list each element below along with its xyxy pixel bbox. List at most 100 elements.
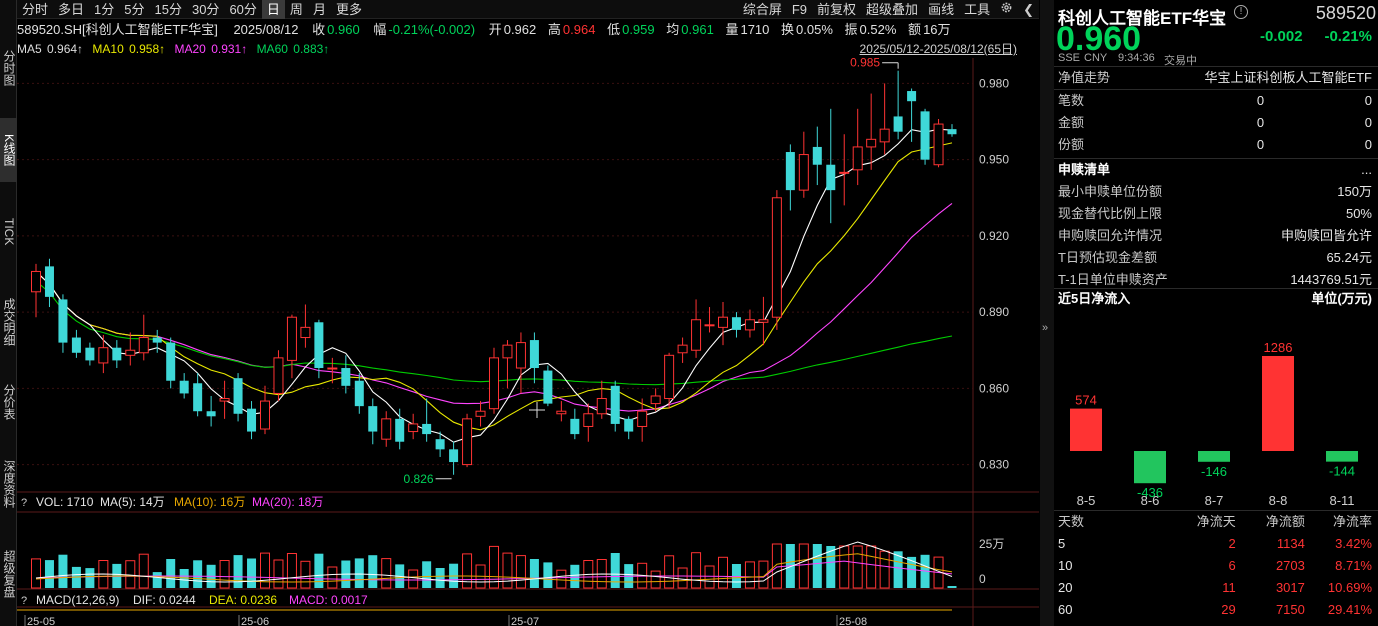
candle-body <box>704 324 715 327</box>
view-tab-5[interactable]: 深度资料 <box>2 460 16 508</box>
candle-body <box>449 449 459 463</box>
period-button-5[interactable]: 30分 <box>191 1 220 17</box>
volume-bar <box>300 560 311 589</box>
stat-value-2: 0 <box>1364 137 1372 152</box>
period-button-9[interactable]: 月 <box>312 1 326 17</box>
change-value: -0.21%(-0.002) <box>388 22 476 37</box>
view-tab-0[interactable]: 分时图 <box>2 50 16 86</box>
candle-body <box>570 418 580 435</box>
low-marker-label: 0.826 <box>404 472 434 486</box>
volume-bar <box>744 561 755 589</box>
inflow-date-label: 8-6 <box>1141 493 1160 508</box>
ma20-label: MA20 <box>174 42 206 56</box>
composite-screen-button[interactable]: 综合屏 <box>742 2 782 17</box>
inflow-value-label: 574 <box>1075 393 1097 408</box>
period-button-2[interactable]: 1分 <box>94 1 115 17</box>
period-button-10[interactable]: 更多 <box>335 1 362 17</box>
more-button[interactable]: ... <box>1361 162 1372 177</box>
period-button-0[interactable]: 分时 <box>22 1 49 17</box>
view-tab-4[interactable]: 分价表 <box>2 384 16 420</box>
candle-body <box>583 413 594 427</box>
inflow-value-label: 1286 <box>1264 340 1293 355</box>
ma5-line <box>35 128 953 443</box>
volume-bar <box>368 555 378 588</box>
high-marker-label: 0.985 <box>850 58 880 70</box>
subscription-value: 申购赎回皆允许 <box>1280 228 1372 243</box>
stat-value-1: 0 <box>1256 115 1265 130</box>
volume-legend-label: MA(20): 18万 <box>252 495 323 509</box>
info-icon[interactable]: ! <box>1234 5 1248 19</box>
inflow-value-label: -144 <box>1329 464 1355 479</box>
tools-button[interactable]: 工具 <box>964 2 991 17</box>
gear-icon[interactable] <box>995 0 1018 19</box>
period-toolbar: 分时 多日 1分 5分 15分 30分 60分日周月更多 综合屏 F9 前复权 超级叠加 画… <box>17 0 1039 19</box>
candle-body <box>368 406 378 432</box>
period-button-6[interactable]: 60分 <box>229 1 257 17</box>
volume-bar <box>179 569 189 588</box>
macd-dea-label: DEA: 0.0236 <box>209 593 277 607</box>
ma20-value: 0.931↑ <box>211 42 248 56</box>
flow-table-row: 60 29 7150 29.41% <box>1054 599 1378 621</box>
volume-bar <box>138 553 149 589</box>
volume-bar <box>812 544 822 588</box>
candle-body <box>637 410 648 427</box>
period-button-7[interactable]: 日 <box>261 0 285 19</box>
stat-label: 笔数 <box>1058 93 1085 108</box>
inflow-date-label: 8-7 <box>1205 493 1224 508</box>
subscription-label: T日预估现金差额 <box>1058 250 1157 265</box>
inflow-date-label: 8-8 <box>1269 493 1288 508</box>
candle-body <box>529 340 539 369</box>
currency-label: CNY <box>1084 52 1108 64</box>
volume-bar <box>556 569 567 589</box>
volume-bar <box>354 558 364 588</box>
inflow-date-label: 8-5 <box>1077 493 1096 508</box>
view-tab-6[interactable]: 超级复盘 <box>2 550 16 598</box>
high-value: 0.964 <box>562 22 596 37</box>
candle-body <box>664 354 675 400</box>
f9-button[interactable]: F9 <box>791 2 808 17</box>
candle-body <box>166 342 176 381</box>
date-range-label[interactable]: 2025/05/12-2025/08/12(65日) <box>859 42 1017 56</box>
nav-trend-link[interactable]: 净值走势 <box>1058 70 1111 85</box>
period-button-1[interactable]: 多日 <box>58 1 85 17</box>
stat-value-1: 0 <box>1256 93 1265 108</box>
vol-value: 1710 <box>740 22 770 37</box>
super-overlay-button[interactable]: 超级叠加 <box>866 2 919 17</box>
candle-body <box>866 138 877 148</box>
stat-row: 金额 0 0 <box>1054 112 1378 134</box>
candle-body <box>152 337 162 343</box>
view-tab-1[interactable]: K线图 <box>0 118 17 182</box>
chevron-right-icon[interactable]: » <box>1042 322 1049 334</box>
chevron-left-icon[interactable]: ❮ <box>1023 2 1034 17</box>
period-button-4[interactable]: 15分 <box>154 1 182 17</box>
candle-body <box>475 410 486 417</box>
subscription-row: T-1日单位申赎资产 1443769.51元 <box>1054 269 1378 291</box>
panel-collapse-strip[interactable]: » <box>1040 0 1054 626</box>
flow-cell: 29.41% <box>1327 602 1372 617</box>
candle-body <box>826 164 836 191</box>
nav-row: 净值走势 华宝上证科创板人工智能ETF <box>1054 66 1378 90</box>
macd-dif-label: DIF: 0.0244 <box>133 593 196 607</box>
candle-body <box>85 347 95 361</box>
period-button-8[interactable]: 周 <box>289 1 303 17</box>
net-inflow-unit: 单位(万元) <box>1311 291 1372 306</box>
exchange-label: SSE <box>1058 52 1081 64</box>
period-button-3[interactable]: 5分 <box>124 1 145 17</box>
x-axis-label: 25-05 <box>27 616 55 626</box>
draw-line-button[interactable]: 画线 <box>928 2 955 17</box>
kline-chart[interactable]: 0.980 0.950 0.920 0.890 0.860 0.830 0.985 0.826… <box>17 58 1039 626</box>
volume-bar <box>422 561 432 588</box>
forward-adjust-button[interactable]: 前复权 <box>817 2 857 17</box>
candle-body <box>718 316 728 328</box>
candle-body <box>920 111 930 160</box>
flow-header-cell: 净流天 <box>1196 514 1236 529</box>
volume-bar <box>44 560 54 588</box>
volume-tick-label: 0 <box>979 572 986 586</box>
view-tab-2[interactable]: TICK <box>2 218 16 246</box>
quote-date: 2025/08/12 <box>233 22 299 37</box>
flow-cell: 6 <box>1228 558 1236 573</box>
view-tab-3[interactable]: 成交明细 <box>2 298 16 346</box>
candle-body <box>812 146 822 165</box>
amount-label: 额 <box>908 22 922 37</box>
candle-body <box>206 411 216 417</box>
